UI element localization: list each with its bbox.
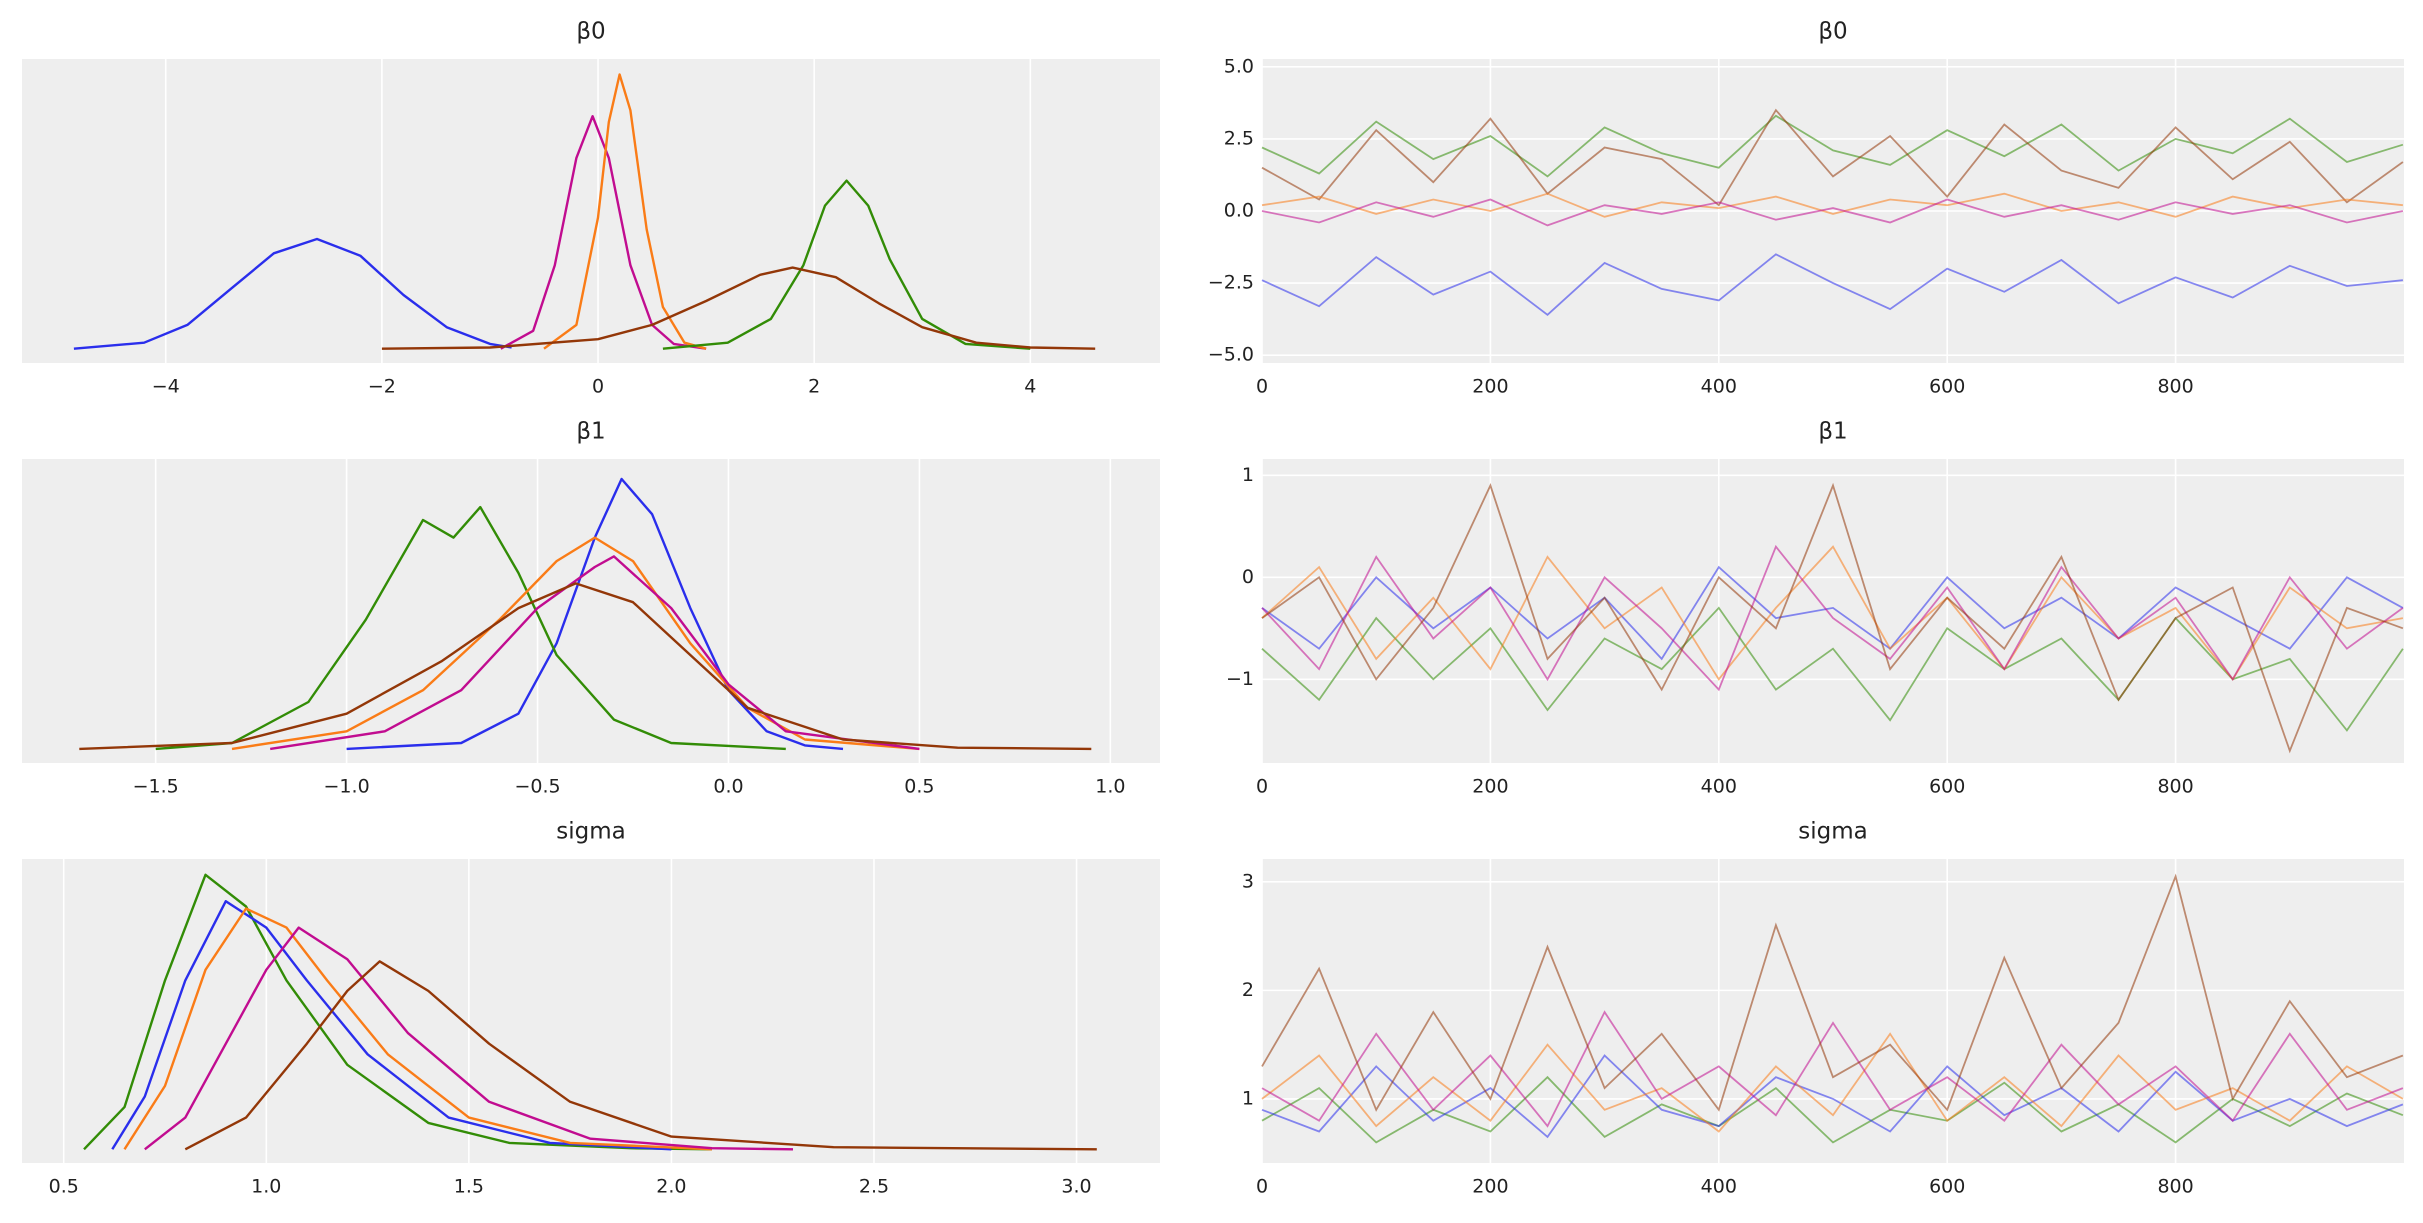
x-tick-label: 0 [1256, 1176, 1268, 1198]
y-tick-label: 0 [1242, 566, 1254, 588]
trace-line [1261, 606, 2404, 732]
x-tick-label: 0.5 [49, 1176, 79, 1198]
density-curve [270, 555, 920, 751]
plot-background [22, 859, 1160, 1163]
y-tick-label: 0.0 [1224, 200, 1254, 222]
panel: β0 0 200 400 600 800 5.0 2.5 0.0 −2.5 −5.0 [1208, 19, 2404, 398]
y-tick-label: 1 [1242, 464, 1254, 486]
density-curve [73, 237, 512, 350]
density-curve [231, 536, 920, 751]
y-tick-label: 1 [1242, 1087, 1254, 1109]
x-tick-label: 2 [808, 376, 820, 398]
x-tick-label: 0.5 [904, 776, 934, 798]
x-tick-label: 200 [1472, 776, 1508, 798]
x-tick-label: 0 [592, 376, 604, 398]
trace-line [1261, 565, 2404, 661]
x-tick-label: 0 [1256, 376, 1268, 398]
trace-line [1261, 198, 2404, 227]
density-curve [111, 900, 672, 1151]
density-curve [144, 926, 794, 1151]
y-tick-label: 3 [1242, 870, 1254, 892]
panel-title: β1 [576, 419, 605, 445]
panel: sigma 0.5 1.0 1.5 2.0 2.5 3.0 [22, 819, 1160, 1198]
panel: β1 0 200 400 600 800 1 0 −1 [1226, 419, 2404, 798]
x-tick-label: 800 [2157, 376, 2193, 398]
density-curve [83, 873, 712, 1151]
panel-title: sigma [556, 819, 625, 845]
panel-title: β0 [576, 19, 605, 45]
y-tick-label: 2 [1242, 979, 1254, 1001]
trace-line [1261, 482, 2404, 754]
trace-line [1261, 108, 2404, 207]
y-tick-label: −5.0 [1208, 344, 1254, 366]
trace-line [1261, 544, 2404, 692]
y-tick-label: 2.5 [1224, 127, 1254, 149]
density-curve [662, 179, 1031, 350]
x-tick-label: 0 [1256, 776, 1268, 798]
x-tick-label: 800 [2157, 776, 2193, 798]
x-tick-label: −0.5 [514, 776, 560, 798]
x-tick-label: 4 [1024, 376, 1036, 398]
trace-line [1261, 253, 2403, 316]
density-curve [155, 505, 786, 751]
density-curve [543, 73, 707, 350]
x-tick-label: 3.0 [1061, 1176, 1091, 1198]
x-tick-label: 2.0 [656, 1176, 686, 1198]
plot-background [22, 59, 1160, 363]
trace-line [1261, 1054, 2404, 1139]
x-tick-label: 1.0 [1095, 776, 1125, 798]
x-tick-label: −4 [152, 376, 180, 398]
x-tick-label: 600 [1929, 1176, 1965, 1198]
x-tick-label: 600 [1929, 376, 1965, 398]
density-curve [346, 477, 844, 751]
x-tick-label: 1.0 [251, 1176, 281, 1198]
x-tick-label: −2 [368, 376, 396, 398]
panel-title: β1 [1818, 419, 1847, 445]
x-tick-label: 1.5 [454, 1176, 484, 1198]
trace-line [1261, 873, 2404, 1112]
density-curve [79, 582, 1092, 751]
x-tick-label: 400 [1701, 376, 1737, 398]
x-tick-label: 800 [2157, 1176, 2193, 1198]
y-tick-label: 5.0 [1224, 55, 1254, 77]
plot-background [1262, 459, 2404, 763]
panel: β0 −4 −2 0 2 4 [22, 19, 1160, 398]
x-tick-label: 200 [1472, 1176, 1508, 1198]
trace-line [1261, 114, 2404, 178]
x-tick-label: 2.5 [859, 1176, 889, 1198]
density-curve [184, 960, 1097, 1151]
panel: β1 −1.5 −1.0 −0.5 0.0 0.5 1.0 [22, 419, 1160, 798]
x-tick-label: −1.5 [133, 776, 179, 798]
panel-title: β0 [1818, 19, 1847, 45]
density-curve [500, 115, 707, 350]
trace-line [1261, 1010, 2404, 1128]
x-tick-label: −1.0 [324, 776, 370, 798]
x-tick-label: 400 [1701, 776, 1737, 798]
y-tick-label: −2.5 [1208, 272, 1254, 294]
density-curve [381, 266, 1096, 350]
plot-background [22, 459, 1160, 763]
panel: sigma 0 200 400 600 800 1 2 3 [1242, 819, 2404, 1198]
x-tick-label: 400 [1701, 1176, 1737, 1198]
panel-title: sigma [1798, 819, 1867, 845]
density-curve [123, 907, 712, 1151]
y-tick-label: −1 [1226, 668, 1254, 690]
x-tick-label: 600 [1929, 776, 1965, 798]
trace-line [1261, 1075, 2404, 1144]
x-tick-label: 0.0 [713, 776, 743, 798]
x-tick-label: 200 [1472, 376, 1508, 398]
trace-line [1261, 192, 2403, 218]
